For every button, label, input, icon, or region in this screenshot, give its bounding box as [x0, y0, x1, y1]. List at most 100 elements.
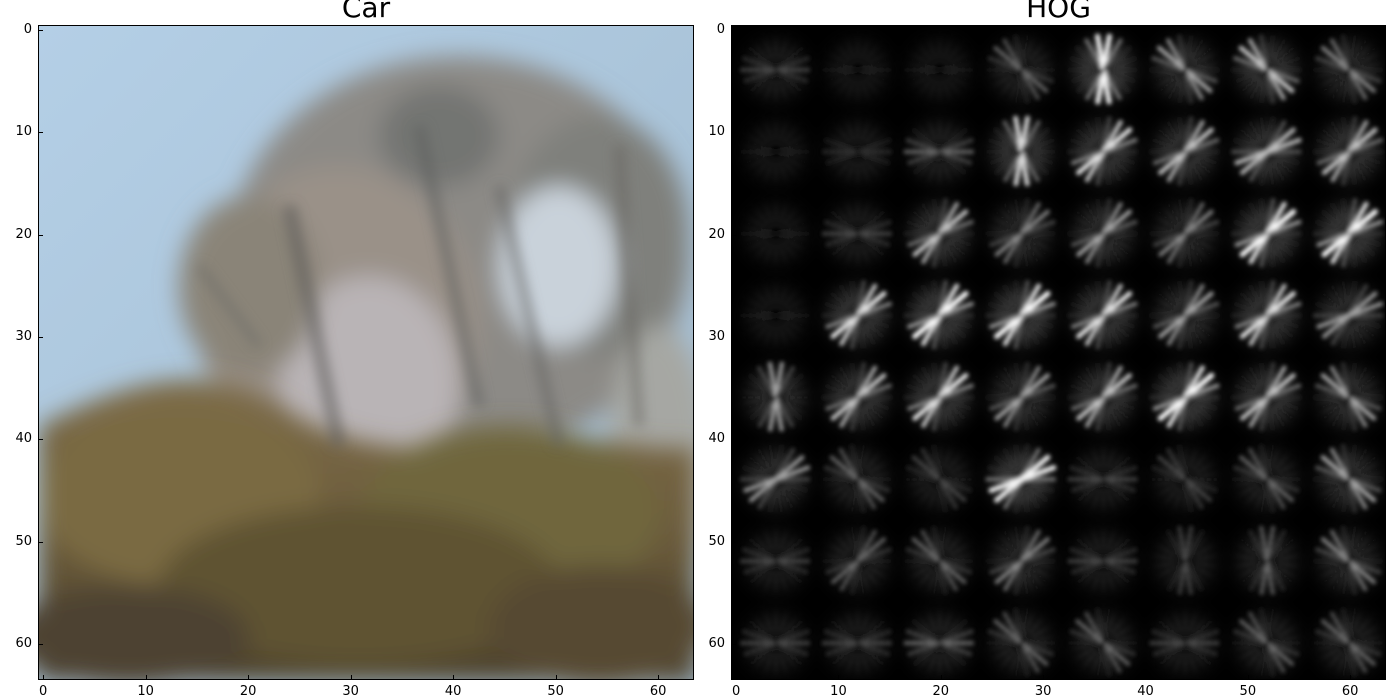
hog-image	[731, 25, 1386, 680]
car-panel: Car	[15, 0, 694, 699]
hog-gradient-line	[1069, 548, 1137, 575]
hog-gradient-line	[1151, 302, 1220, 329]
hog-gradient-line	[1152, 57, 1219, 83]
hog-gradient-line	[905, 383, 974, 411]
y-tick-mark	[39, 439, 43, 441]
x-tick-label: 0	[38, 684, 48, 699]
car-title: Car	[341, 0, 391, 24]
y-tick-mark	[39, 234, 43, 236]
hog-gradient-line	[988, 630, 1055, 656]
x-tick-label: 0	[731, 684, 741, 699]
y-tick-label: 50	[15, 533, 32, 549]
x-tick-label: 40	[1137, 684, 1154, 699]
hog-gradient-line	[1315, 630, 1383, 656]
hog-gradient-line	[1070, 630, 1137, 656]
hog-gradient-line	[824, 548, 892, 575]
x-tick-mark	[1145, 675, 1147, 679]
y-tick-label: 40	[708, 431, 725, 447]
hog-gradient-line	[742, 384, 810, 411]
y-tick-label: 10	[15, 124, 32, 140]
hog-gradient-line	[742, 221, 810, 247]
y-tick-mark	[732, 234, 736, 236]
x-tick-mark	[838, 675, 840, 679]
hog-gradient-line	[987, 220, 1056, 247]
y-tick-label: 20	[15, 226, 32, 242]
x-tick-label: 40	[444, 684, 462, 699]
hog-gradient-line	[1152, 548, 1219, 574]
x-tick-mark	[736, 675, 738, 679]
x-tick-mark	[145, 675, 147, 679]
hog-gradient-line	[824, 220, 892, 247]
car-image	[38, 25, 694, 680]
x-tick-mark	[350, 675, 352, 679]
y-tick-label: 20	[708, 226, 725, 242]
hog-gradient-line	[1315, 548, 1383, 574]
hog-gradient-line	[1151, 138, 1220, 166]
hog-visualization	[732, 26, 1385, 679]
hog-gradient-line	[824, 466, 891, 492]
hog-panel: HOG 0 10 20 30 40 50 60 0 10 20 30 40 50 60	[700, 0, 1400, 700]
y-tick-label: 0	[716, 22, 725, 38]
y-tick-label: 30	[15, 329, 32, 345]
hog-gradient-line	[1151, 220, 1219, 247]
hog-gradient-line	[824, 630, 892, 657]
x-tick-mark	[1043, 675, 1045, 679]
hog-gradient-line	[1151, 383, 1220, 412]
x-tick-mark	[555, 675, 557, 679]
hog-gradient-line	[905, 301, 974, 330]
hog-gradient-line	[1233, 302, 1302, 330]
y-tick-mark	[732, 541, 736, 543]
hog-gradient-line	[986, 465, 1057, 494]
hog-gradient-line	[987, 301, 1056, 330]
y-tick-label: 30	[708, 329, 725, 345]
hog-gradient-line	[1315, 384, 1383, 411]
y-tick-mark	[732, 132, 736, 134]
hog-gradient-line	[1314, 220, 1384, 248]
hog-gradient-line	[1069, 302, 1138, 330]
x-tick-mark	[940, 675, 942, 679]
y-tick-label: 0	[23, 22, 32, 38]
y-tick-label: 60	[15, 636, 32, 652]
x-tick-label: 60	[649, 684, 667, 699]
y-tick-mark	[732, 439, 736, 441]
hog-gradient-line	[905, 220, 974, 248]
x-tick-mark	[453, 675, 455, 679]
hog-gradient-line	[1069, 466, 1137, 493]
x-tick-label: 10	[137, 684, 154, 699]
hog-gradient-line	[1152, 466, 1219, 492]
hog-gradient-line	[742, 548, 810, 575]
hog-gradient-line	[1070, 57, 1137, 83]
x-tick-label: 60	[1341, 684, 1359, 699]
hog-gradient-line	[1314, 301, 1384, 330]
y-tick-mark	[732, 30, 736, 32]
x-tick-mark	[1350, 675, 1352, 679]
hog-title: HOG	[1026, 0, 1091, 24]
hog-gradient-line	[1315, 466, 1383, 492]
x-tick-label: 30	[342, 684, 359, 699]
hog-gradient-line	[906, 138, 974, 165]
hog-gradient-line	[742, 302, 810, 329]
x-tick-mark	[43, 675, 45, 679]
hog-gradient-line	[1233, 57, 1301, 83]
hog-gradient-line	[1234, 466, 1301, 492]
y-tick-mark	[732, 644, 736, 646]
y-tick-mark	[39, 30, 43, 32]
hog-gradient-line	[906, 466, 973, 492]
y-tick-mark	[39, 541, 43, 543]
hog-gradient-line	[823, 302, 892, 330]
y-tick-label: 60	[708, 636, 725, 652]
hog-gradient-line	[987, 548, 1056, 575]
x-tick-label: 20	[239, 684, 257, 699]
hog-gradient-line	[742, 139, 810, 165]
y-tick-label: 50	[708, 533, 725, 549]
hog-gradient-line	[742, 630, 810, 657]
hog-gradient-line	[741, 465, 811, 493]
x-tick-mark	[248, 675, 250, 679]
x-tick-label: 20	[932, 684, 950, 699]
hog-gradient-line	[1234, 548, 1301, 574]
x-tick-label: 30	[1034, 684, 1052, 699]
hog-gradient-line	[1315, 138, 1383, 166]
y-tick-mark	[39, 132, 43, 134]
x-tick-label: 10	[830, 684, 847, 699]
y-tick-mark	[39, 337, 43, 339]
